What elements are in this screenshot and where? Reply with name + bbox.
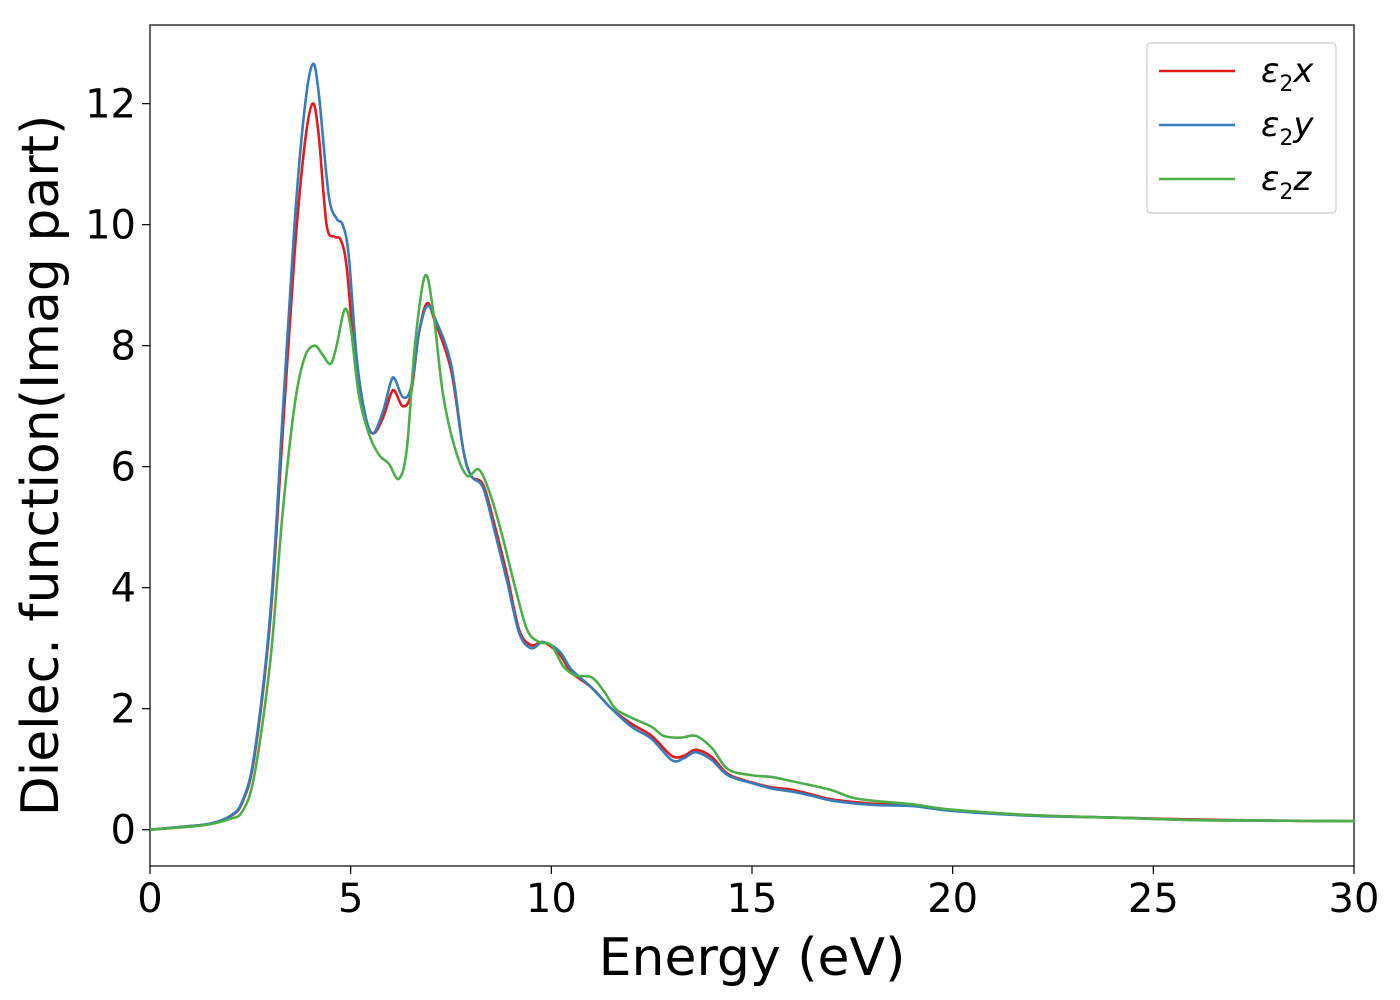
- legend-label-base: ε: [1261, 159, 1279, 199]
- y-tick-label: 8: [111, 324, 136, 370]
- y-tick-label: 6: [111, 445, 136, 491]
- y-axis-title: Dielec. function(Imag part): [11, 115, 71, 817]
- legend-label-base: ε: [1261, 105, 1279, 145]
- x-tick-label: 25: [1128, 876, 1179, 922]
- x-axis: 0 5 10 15 20 25 30: [137, 866, 1379, 922]
- legend-label-var: z: [1292, 159, 1312, 199]
- legend-label-var: y: [1292, 105, 1314, 145]
- legend-label: ε2z: [1261, 159, 1312, 205]
- x-tick-label: 0: [137, 876, 162, 922]
- legend-label-var: x: [1292, 51, 1314, 91]
- legend-label-sub: 2: [1279, 180, 1293, 205]
- legend-label-sub: 2: [1279, 126, 1293, 151]
- legend-label-base: ε: [1261, 51, 1279, 91]
- y-tick-label: 12: [85, 82, 136, 128]
- legend-label: ε2x: [1261, 51, 1314, 97]
- series-line-z: [148, 273, 1356, 831]
- x-tick-label: 30: [1329, 876, 1380, 922]
- y-tick-label: 2: [111, 687, 136, 733]
- legend-label-sub: 2: [1279, 72, 1293, 97]
- legend-box: [1146, 42, 1337, 214]
- y-axis: 0 2 4 6 8 10 12: [85, 82, 150, 854]
- x-tick-label: 20: [927, 876, 978, 922]
- y-tick-label: 10: [85, 203, 136, 249]
- series-layer: [148, 62, 1356, 831]
- legend-label: ε2y: [1261, 105, 1314, 151]
- x-axis-title: Energy (eV): [599, 928, 906, 988]
- y-tick-label: 0: [111, 808, 136, 854]
- x-tick-label: 10: [526, 876, 577, 922]
- y-tick-label: 4: [111, 566, 136, 612]
- x-tick-label: 15: [727, 876, 778, 922]
- x-tick-label: 5: [338, 876, 363, 922]
- series-line-y: [148, 62, 1356, 831]
